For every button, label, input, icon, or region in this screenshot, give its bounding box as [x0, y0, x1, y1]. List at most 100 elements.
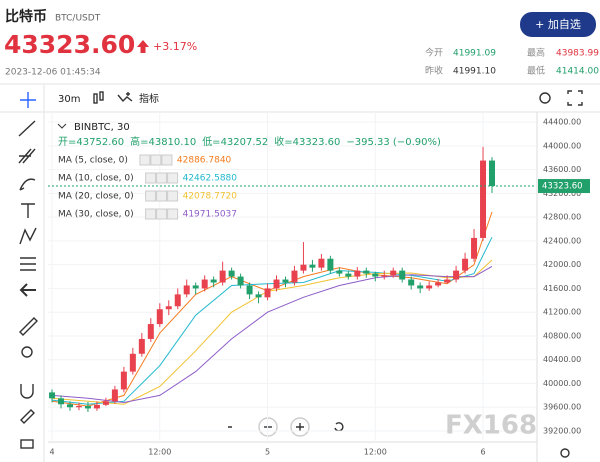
add-watch-button[interactable] [520, 12, 596, 37]
ohlc-text: 高=43810.10 [130, 135, 196, 148]
y-tick-label: 40400.00 [543, 355, 581, 364]
stat-value: 43983.99 [556, 49, 599, 59]
title: 比特币 [5, 8, 47, 25]
ma-line [51, 259, 493, 405]
ma-line [51, 265, 493, 404]
candle-body [147, 324, 154, 339]
candle-body [93, 404, 100, 409]
y-tick-label: 43200.00 [543, 189, 581, 198]
crosshair-tool[interactable] [20, 92, 36, 108]
candle-body [156, 309, 163, 325]
candle-body [318, 258, 325, 268]
x-tick-label: 6 [480, 448, 485, 457]
candle-body [309, 264, 316, 268]
legend-button [150, 154, 162, 166]
legend-button [167, 208, 179, 220]
legend-button [156, 172, 168, 184]
y-tick-label: 40800.00 [543, 331, 581, 340]
y-tick-label: 44400.00 [543, 118, 581, 127]
fib-tool[interactable] [20, 257, 36, 271]
candle-body [489, 160, 496, 187]
candle-body [363, 270, 370, 274]
ohlc-text: −395.33 (−0.90%) [346, 137, 441, 148]
timestamp: 2023-12-06 01:45:34 [5, 68, 101, 78]
add-watch-label[interactable]: + 加自选 [535, 18, 581, 31]
candle-body [354, 270, 361, 277]
reset-icon[interactable] [228, 422, 344, 432]
lock-draw-tool[interactable] [20, 409, 35, 424]
candle-body [192, 285, 199, 289]
line-tool[interactable] [18, 120, 36, 137]
candle-body [201, 279, 208, 289]
zoom-tool[interactable] [21, 346, 33, 358]
candle-body [174, 294, 181, 307]
ma-name: MA (5, close, 0) [58, 156, 128, 166]
y-tick-label: 42000.00 [543, 260, 581, 269]
logo-mark [57, 413, 76, 421]
legend-button [139, 154, 151, 166]
candle-body [58, 398, 65, 405]
candle-body [255, 294, 262, 298]
candle-body [444, 279, 451, 283]
magnet-tool[interactable] [20, 384, 34, 399]
y-tick-label: 42400.00 [543, 236, 581, 245]
candle-body [129, 353, 136, 372]
candle-body [49, 392, 56, 399]
y-tick-label: 42800.00 [543, 213, 581, 222]
candle-body [273, 279, 280, 289]
candle-body [426, 285, 433, 289]
candle-body [219, 270, 226, 283]
pattern-tool[interactable] [19, 227, 37, 245]
candle-body [246, 285, 253, 295]
watermark: FX168 [445, 411, 537, 441]
settings-icon[interactable] [539, 92, 551, 104]
legend-button [167, 190, 179, 202]
channel-tool[interactable] [18, 148, 36, 164]
candle-body [66, 404, 73, 408]
ma-value: 41971.5037 [183, 210, 237, 220]
interval[interactable]: 30m [58, 94, 80, 105]
legend-button [161, 154, 173, 166]
stat-label: 昨收 [425, 65, 443, 77]
y-tick-label: 43600.00 [543, 165, 581, 174]
candle-body [282, 279, 289, 283]
fullscreen-icon[interactable] [567, 90, 583, 106]
stat-label: 今开 [425, 47, 443, 59]
legend-symbol: BINBTC, 30 [74, 122, 130, 133]
stat-value: 41991.10 [453, 67, 496, 77]
brush-tool[interactable] [19, 178, 36, 191]
candle-body [291, 270, 298, 283]
ruler-tool[interactable] [19, 317, 38, 336]
candle-body [462, 258, 469, 271]
y-tick-label: 39200.00 [543, 427, 581, 436]
ma-line [51, 236, 493, 405]
candle-body [390, 270, 397, 276]
text-tool[interactable] [21, 203, 35, 218]
change: +3.17% [153, 40, 197, 53]
indicator-icon[interactable] [117, 92, 133, 103]
candle-icon[interactable] [93, 91, 104, 104]
axis-settings[interactable] [560, 448, 570, 458]
ma-value: 42886.7840 [177, 156, 232, 166]
candle-body [237, 276, 244, 286]
candle-body [210, 279, 217, 283]
symbol: BTC/USDT [55, 14, 101, 24]
candle-body [336, 270, 343, 274]
y-tick-label: 41600.00 [543, 284, 581, 293]
lock-tool[interactable] [20, 439, 34, 449]
candle-body [138, 338, 145, 354]
indicators[interactable]: 指标 [139, 92, 159, 105]
stat-value: 41991.09 [453, 49, 496, 59]
back-tool[interactable] [19, 283, 36, 297]
price: 43323.60 [4, 30, 135, 59]
candle-body [84, 406, 91, 409]
stat-label: 最高 [527, 47, 545, 59]
ma-value: 42462.5880 [183, 174, 238, 184]
x-tick-label: 5 [265, 448, 270, 457]
legend-button [145, 172, 157, 184]
candle-body [264, 288, 271, 298]
left-toolbar [18, 92, 38, 449]
ohlc-text: 开=43752.60 [58, 137, 124, 148]
legend-button [145, 208, 157, 220]
